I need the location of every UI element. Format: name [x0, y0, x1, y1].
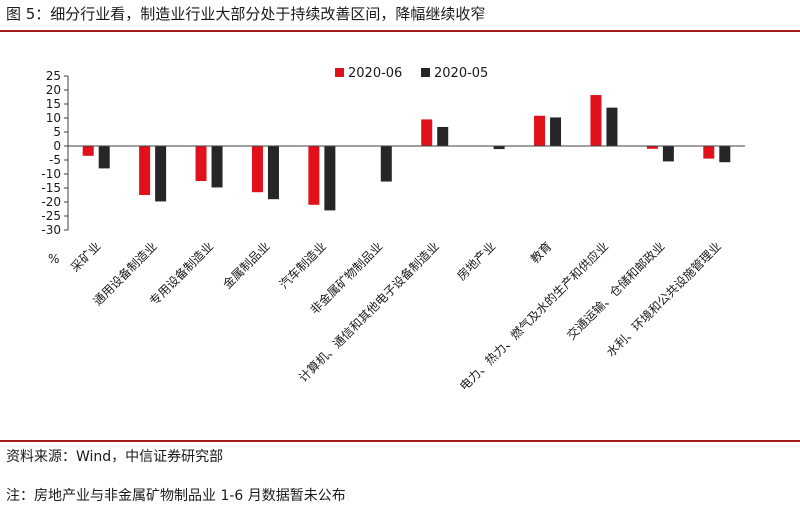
y-tick-label: 20 [46, 83, 61, 97]
y-tick-label: -20 [41, 195, 61, 209]
bar-2020-06-8 [534, 115, 546, 146]
bar-2020-05-9 [606, 107, 618, 146]
y-tick-label: -30 [41, 223, 61, 237]
bar-2020-05-11 [719, 146, 731, 163]
bar-2020-05-5 [380, 146, 392, 182]
bar-2020-05-10 [662, 146, 674, 162]
bar-2020-05-7 [493, 146, 505, 150]
bar-2020-06-10 [646, 146, 658, 149]
y-tick-label: 0 [53, 139, 61, 153]
category-label: 房地产业 [454, 239, 499, 284]
note-text: 注：房地产业与非金属矿物制品业 1-6 月数据暂未公布 [6, 488, 346, 504]
category-label: 汽车制造业 [276, 239, 329, 292]
y-tick-label: -10 [41, 167, 61, 181]
legend-label: 2020-05 [434, 66, 488, 81]
y-tick-label: -15 [41, 181, 61, 195]
bar-2020-05-1 [155, 146, 167, 202]
legend-label: 2020-06 [348, 66, 402, 81]
title-rule [0, 30, 800, 32]
bar-2020-05-2 [211, 146, 223, 188]
bar-2020-06-4 [308, 146, 320, 205]
category-label: 水利、环境和公共设施管理业 [603, 239, 724, 360]
category-label: 教育 [527, 239, 555, 267]
figure-title: 图 5：细分行业看，制造业行业大部分处于持续改善区间，降幅继续收窄 [6, 5, 486, 23]
bar-2020-05-8 [550, 117, 562, 146]
bar-2020-06-3 [251, 146, 263, 193]
legend-swatch-2020-05 [421, 68, 430, 77]
bars [82, 95, 731, 211]
source-text: 资料来源：Wind，中信证券研究部 [6, 449, 224, 465]
bar-2020-06-1 [139, 146, 151, 195]
category-label: 交通运输、仓储和邮政业 [564, 239, 668, 343]
bar-2020-05-4 [324, 146, 336, 211]
legend: 2020-06 2020-05 [335, 66, 488, 81]
y-tick-label: -25 [41, 209, 61, 223]
y-tick-label: -5 [49, 153, 61, 167]
bar-2020-05-0 [98, 146, 110, 169]
y-tick-label: 15 [46, 97, 61, 111]
source-rule [0, 440, 800, 442]
y-tick-label: 5 [53, 125, 61, 139]
legend-swatch-2020-06 [335, 68, 344, 77]
bar-2020-06-2 [195, 146, 207, 181]
bar-2020-06-9 [590, 95, 602, 146]
category-label: 金属制品业 [220, 239, 273, 292]
bar-2020-06-0 [82, 146, 94, 156]
bar-2020-06-11 [703, 146, 715, 159]
bar-2020-06-6 [421, 119, 433, 146]
category-label: 采矿业 [68, 239, 103, 274]
bar-2020-05-3 [267, 146, 279, 200]
y-tick-label: 10 [46, 111, 61, 125]
y-tick-label: 25 [46, 69, 61, 83]
y-axis-unit-label: % [48, 252, 59, 266]
bar-2020-05-6 [437, 126, 449, 146]
